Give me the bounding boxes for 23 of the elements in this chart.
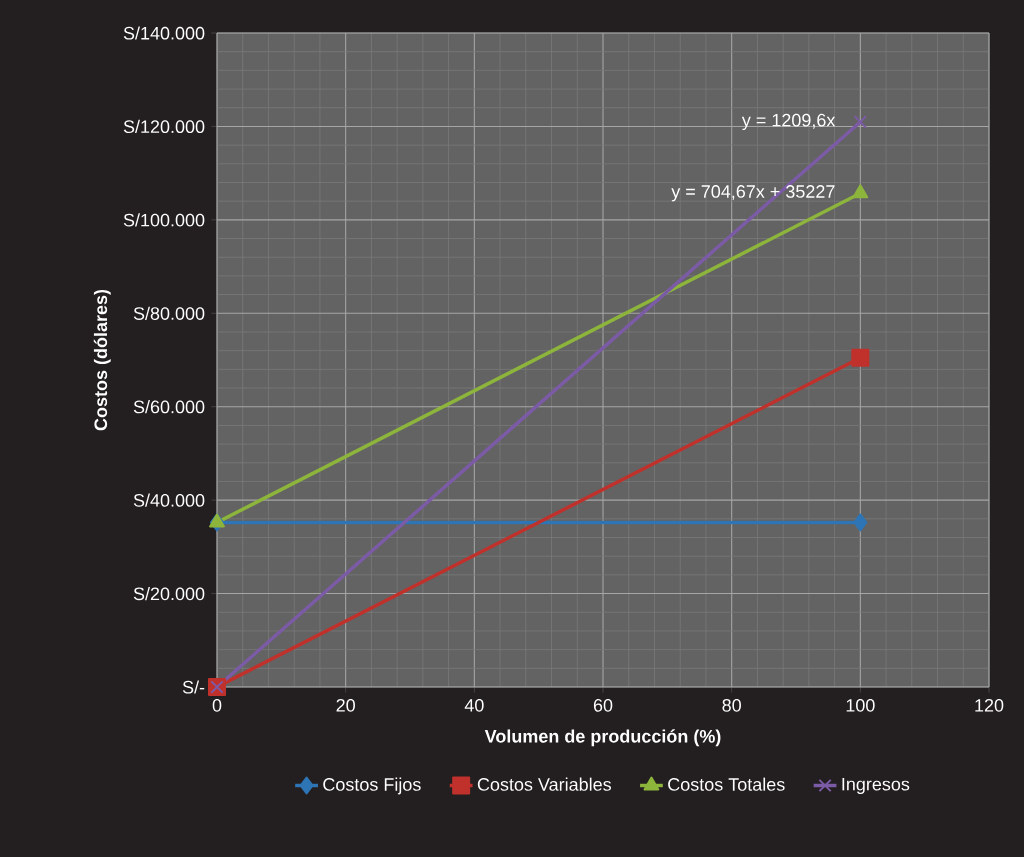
x-tick-label: 100 xyxy=(846,698,875,712)
x-tick-label: 60 xyxy=(593,698,613,712)
y-tick-label: S/- xyxy=(182,680,205,694)
y-tick-label: S/120.000 xyxy=(123,119,205,134)
y-tick-label: S/100.000 xyxy=(123,213,205,227)
x-tick-label: 0 xyxy=(212,698,222,712)
y-tick-label: S/60.000 xyxy=(133,400,205,414)
x-tick-label: 40 xyxy=(464,698,484,712)
x-tick-label: 80 xyxy=(722,698,741,712)
legend-label: Costos Totales xyxy=(668,777,785,791)
legend-label: Costos Variables xyxy=(477,777,611,791)
x-tick-label: 20 xyxy=(336,698,355,712)
y-axis-title: Costos (dólares) xyxy=(93,289,111,431)
x-axis-title: Volumen de producción (%) xyxy=(484,729,721,747)
annotation: y = 704,67x + 35227 xyxy=(671,185,835,202)
x-tick-label: 120 xyxy=(975,698,1004,712)
legend-label: Costos Fijos xyxy=(323,777,421,795)
y-tick-label: S/140.000 xyxy=(123,26,205,40)
y-tick-label: S/40.000 xyxy=(133,493,205,507)
y-tick-label: S/80.000 xyxy=(133,306,205,320)
annotation: y = 1209,6x xyxy=(741,113,836,131)
y-tick-label: S/20.000 xyxy=(133,586,205,601)
legend-label: Ingresos xyxy=(842,777,910,795)
